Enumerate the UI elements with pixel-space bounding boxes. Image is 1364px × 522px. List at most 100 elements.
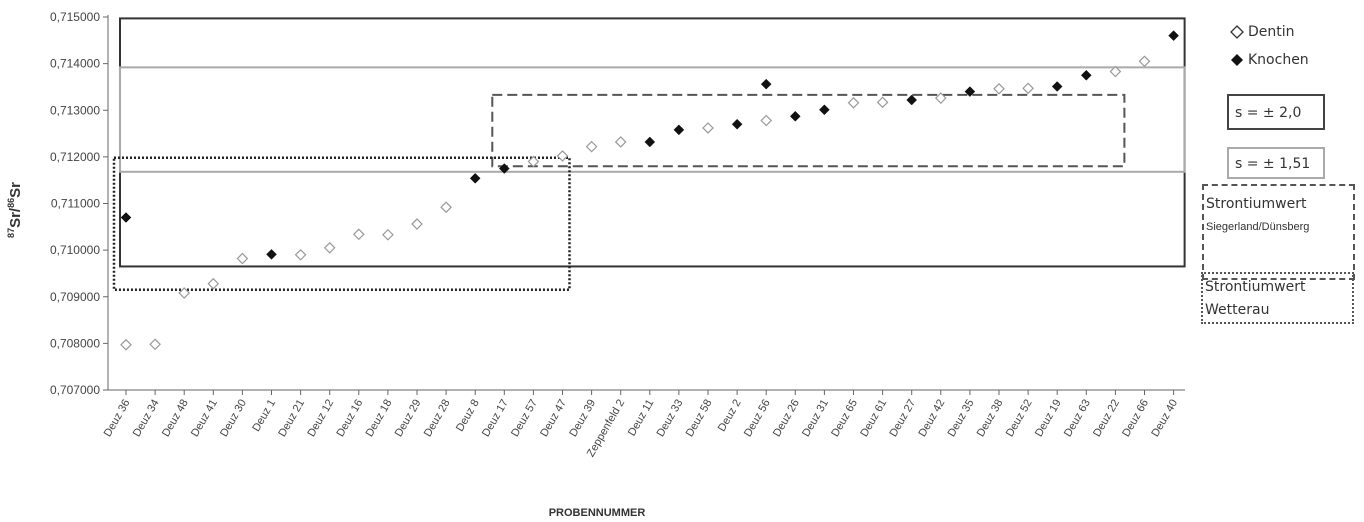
legend-box-s151: s = ± 1,51 [1227,147,1325,179]
knochen-point [760,78,772,90]
x-tick-label: Deuz 40 [1149,398,1180,439]
dentin-point [1109,65,1122,78]
dentin-point [614,136,627,148]
dentin-point [993,82,1005,95]
x-tick-label: Deuz 61 [858,398,889,439]
filled-diamond-icon [1231,54,1243,66]
x-tick-label: Deuz 33 [655,398,686,439]
legend-label-s151: s = ± 1,51 [1235,156,1311,172]
dentin-point [236,252,249,265]
dentin-point [1138,55,1151,68]
x-tick-label: Deuz 35 [946,398,977,439]
dentin-point [411,218,423,230]
range-boxes [112,17,1186,292]
dentin-point [527,155,540,168]
range-box [112,156,571,292]
x-tick-label: Deuz 56 [742,398,773,439]
dentin-point [294,248,307,261]
y-tick-label: 0,709000 [50,290,100,304]
y-tick-label: 0,714000 [50,57,100,71]
dentin-point [178,287,191,299]
x-tick-label: Deuz 38 [975,398,1006,439]
knochen-point [469,172,481,184]
x-tick-label: Deuz 8 [454,398,482,434]
y-tick-label: 0,711000 [51,197,100,211]
y-tick-label: 0,715000 [50,10,100,24]
dentin-point [760,114,773,127]
y-tick-label: 0,713000 [50,103,100,117]
x-tick-label: Deuz 41 [189,398,220,439]
x-axis-title: PROBENNUMMER [549,507,646,519]
x-tick-label: Deuz 34 [131,398,162,439]
x-tick-label: Deuz 52 [1004,398,1035,439]
y-axis-title-sup2: 86 [6,198,16,208]
knochen-point [789,110,801,122]
legend-label-s20: s = ± 2,0 [1235,105,1302,121]
chart-axes [103,15,1185,395]
y-axis-title: 87Sr/86Sr [6,182,24,238]
x-tick-label: Deuz 1 [250,398,278,434]
dentin-point [149,338,161,351]
legend-label-dentin: Dentin [1248,24,1295,40]
dentin-point [847,96,860,109]
knochen-point [1051,81,1063,92]
legend-label-siegerland-1: Strontiumwert [1206,196,1307,212]
x-tick-label: Deuz 57 [509,398,540,439]
x-tick-label: Deuz 19 [1033,398,1064,439]
range-box [491,93,1126,168]
x-tick-label: Deuz 18 [364,398,395,439]
tick-labels: 0,707000 0,708000 0,709000 0,710000 0,711000… [50,10,1180,459]
x-tick-label: Deuz 16 [335,398,366,439]
dentin-point [702,122,714,134]
y-axis-title-part1: Sr/ [7,207,24,228]
legend-item-knochen: Knochen [1230,52,1309,68]
x-tick-label: Deuz 58 [684,398,715,439]
x-tick-label: Deuz 42 [917,398,948,439]
legend-box-s20: s = ± 2,0 [1227,94,1325,130]
x-tick-label: Deuz 47 [538,398,569,439]
dentin-point [352,228,365,241]
knochen-point [673,124,685,136]
legend-label-wetterau-2: Wetterau [1205,302,1270,318]
legend-label-siegerland-2: Siegerland/Dünsberg [1206,221,1310,233]
data-points [120,30,1179,351]
dentin-point [382,228,394,241]
y-axis-title-part2: Sr [7,182,24,198]
dentin-point [585,140,598,153]
x-tick-label: Deuz 63 [1062,398,1093,439]
knochen-point [1080,69,1092,81]
dentin-point [440,201,452,214]
knochen-point [731,118,743,130]
range-box [119,66,1186,173]
x-tick-label: Deuz 11 [626,398,656,439]
y-tick-label: 0,710000 [50,243,100,257]
x-tick-label: Deuz 21 [276,398,307,439]
legend-box-wetterau: Strontiumwert Wetterau [1201,272,1354,324]
dentin-point [934,92,947,104]
legend-label-knochen: Knochen [1248,52,1309,68]
x-tick-label: Deuz 17 [480,398,511,439]
legend-label-wetterau-1: Strontiumwert [1205,279,1306,295]
x-tick-label: Deuz 39 [567,398,598,439]
dentin-point [556,150,569,162]
x-tick-label: Deuz 22 [1091,398,1122,439]
knochen-point [906,94,918,106]
legend-item-dentin: Dentin [1230,24,1295,40]
knochen-point [120,212,132,223]
x-tick-label: Deuz 30 [218,398,249,439]
y-tick-label: 0,707000 [50,383,100,397]
x-tick-label: Deuz 65 [829,398,860,439]
knochen-point [644,136,656,148]
dentin-point [207,277,220,290]
x-tick-label: Deuz 26 [771,398,802,439]
x-tick-label: Deuz 12 [305,398,336,439]
knochen-point [266,248,277,260]
x-tick-label: Deuz 27 [887,398,918,439]
x-tick-label: Deuz 28 [422,398,453,439]
knochen-point [964,86,976,97]
knochen-point [498,163,510,174]
dentin-point [323,241,336,254]
y-axis-title-sup1: 87 [6,228,16,238]
x-tick-label: Deuz 66 [1120,398,1151,439]
